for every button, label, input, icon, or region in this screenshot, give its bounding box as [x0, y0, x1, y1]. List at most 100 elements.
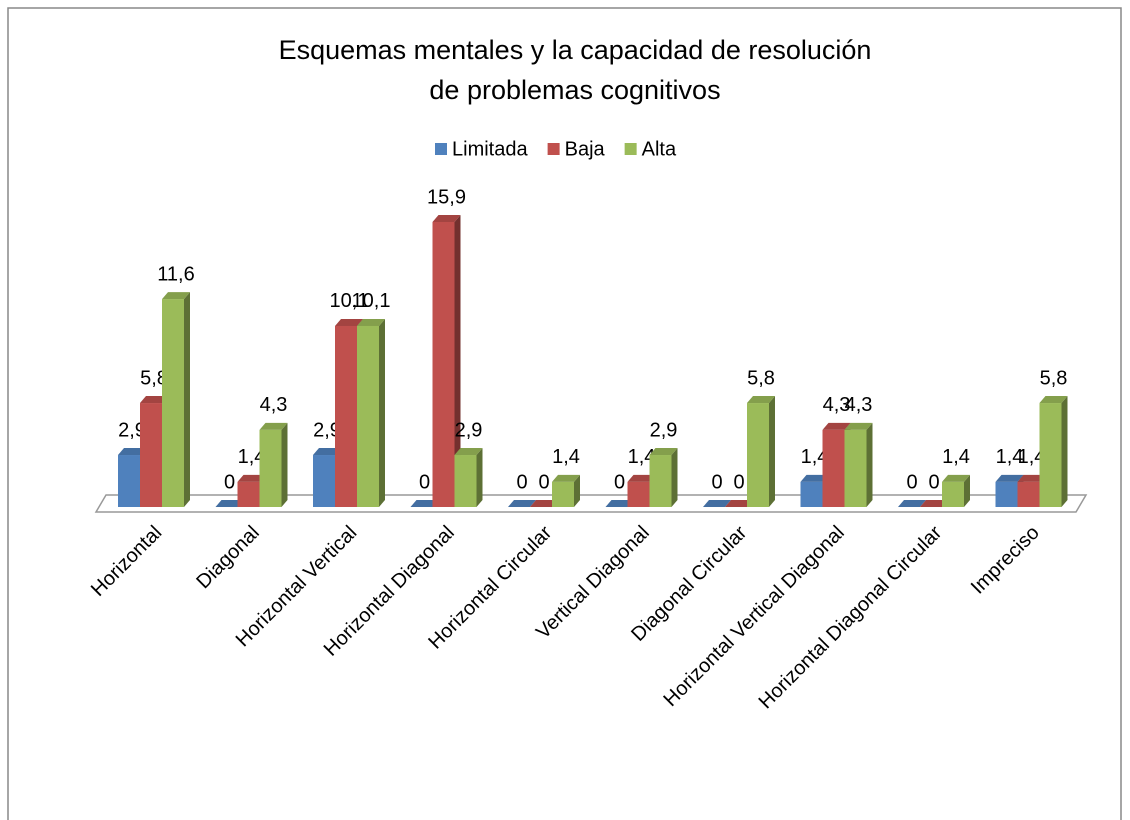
bar-side	[454, 215, 461, 507]
data-label: 4,3	[260, 394, 288, 416]
data-label: 0	[538, 471, 549, 493]
bar-front	[118, 455, 140, 507]
bar-top	[454, 448, 483, 456]
data-label: 0	[614, 471, 625, 493]
x-tick-label: Diagonal	[192, 522, 263, 593]
chart-frame	[7, 7, 1122, 820]
bar-top	[508, 500, 536, 507]
bar-front	[140, 403, 162, 507]
bar-front	[747, 403, 769, 507]
bar	[508, 500, 536, 508]
bar	[162, 292, 190, 507]
data-label: 2,9	[118, 419, 146, 441]
bar-top	[898, 500, 926, 507]
x-tick-label: Horizontal Diagonal Circular	[755, 521, 947, 713]
data-label: 4,3	[823, 394, 851, 416]
bar-side	[769, 396, 775, 507]
bar-top	[844, 422, 873, 430]
data-label: 0	[224, 471, 235, 493]
x-tick-label: Horizontal Vertical Diagonal	[659, 522, 848, 711]
bar	[942, 474, 970, 507]
bar-top	[410, 500, 439, 507]
bar-front	[552, 481, 574, 507]
data-label: 1,4	[996, 446, 1024, 468]
bar-top	[432, 215, 461, 222]
data-label: 10,1	[330, 290, 369, 312]
bar-front	[995, 481, 1018, 507]
bar	[1039, 396, 1068, 507]
x-tick-label: Horizontal	[87, 522, 166, 601]
bar-top	[747, 396, 775, 404]
legend-swatch	[547, 143, 560, 155]
data-label: 1,4	[942, 446, 970, 468]
bar-front	[162, 299, 184, 507]
bar-top	[530, 500, 558, 507]
data-label: 4,3	[845, 394, 873, 416]
bar-front	[649, 455, 672, 507]
bar-top	[552, 474, 580, 482]
bar-front	[357, 325, 379, 507]
bar-front	[454, 455, 477, 507]
legend-swatch	[624, 143, 637, 155]
bar-side	[184, 292, 190, 507]
bar	[410, 500, 439, 508]
bar	[703, 500, 731, 508]
bar-top	[920, 500, 948, 507]
bar-top	[822, 422, 851, 430]
bar-front	[1039, 403, 1062, 507]
bar-top	[995, 474, 1024, 482]
data-label: 0	[516, 471, 527, 493]
bar	[215, 500, 244, 508]
bar-top	[649, 448, 678, 456]
bar	[844, 422, 873, 507]
bar-front	[259, 429, 282, 507]
bar-front	[313, 455, 335, 507]
bar-top	[800, 474, 829, 482]
legend-swatch	[435, 143, 447, 155]
data-label: 1,4	[628, 446, 656, 468]
data-label: 2,9	[650, 419, 678, 441]
bar-front	[237, 481, 260, 507]
bar-top	[627, 474, 656, 482]
bar-top	[942, 474, 970, 482]
data-label: 11,6	[157, 263, 194, 285]
bar-top	[335, 318, 363, 326]
legend-label: Alta	[642, 138, 677, 160]
bar	[920, 500, 948, 508]
bar	[649, 448, 678, 507]
bar	[357, 318, 385, 507]
data-label: 5,8	[140, 367, 168, 389]
bar-top	[162, 292, 190, 300]
chart-title: Esquemas mentales y la capacidad de reso…	[278, 35, 872, 105]
legend-label: Limitada	[452, 138, 528, 160]
bar-top	[605, 500, 634, 507]
data-label: 0	[733, 471, 744, 493]
bar-top	[237, 474, 266, 482]
data-label: 5,8	[1040, 367, 1068, 389]
data-label: 0	[419, 471, 430, 493]
bar-side	[574, 474, 580, 507]
data-label: 5,8	[747, 367, 775, 389]
bar-front	[822, 429, 845, 507]
bar-front	[1017, 481, 1040, 507]
bar	[605, 500, 634, 508]
bar-top	[140, 396, 168, 404]
data-label: 10,1	[352, 290, 391, 312]
data-label: 1,4	[801, 446, 829, 468]
bar-front	[942, 481, 964, 507]
bar-top	[259, 422, 288, 430]
data-label: 1,4	[238, 446, 266, 468]
data-label: 1,4	[1018, 446, 1046, 468]
bar	[725, 500, 753, 508]
data-label: 0	[906, 471, 917, 493]
bar-side	[964, 474, 970, 507]
bar	[552, 474, 580, 507]
bar-top	[703, 500, 731, 507]
bar	[259, 422, 288, 507]
bar-front	[800, 481, 823, 507]
legend-label: Baja	[565, 138, 606, 160]
bar	[530, 500, 558, 508]
bar	[432, 215, 461, 507]
bar-top	[1039, 396, 1068, 404]
